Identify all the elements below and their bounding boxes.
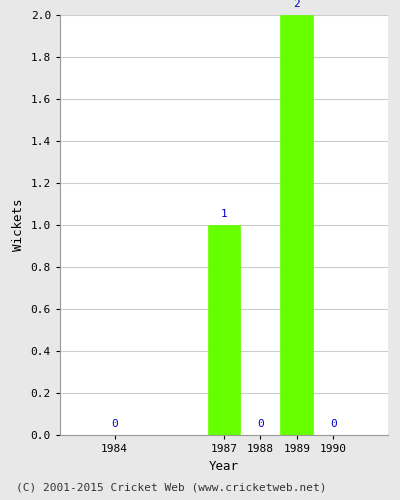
Text: 0: 0 (257, 418, 264, 428)
Y-axis label: Wickets: Wickets (12, 198, 25, 251)
X-axis label: Year: Year (209, 460, 239, 472)
Text: (C) 2001-2015 Cricket Web (www.cricketweb.net): (C) 2001-2015 Cricket Web (www.cricketwe… (16, 482, 326, 492)
Text: 0: 0 (111, 418, 118, 428)
Text: 1: 1 (221, 208, 227, 218)
Text: 0: 0 (330, 418, 337, 428)
Bar (280, 15, 313, 435)
Bar (208, 225, 240, 435)
Text: 2: 2 (294, 0, 300, 8)
